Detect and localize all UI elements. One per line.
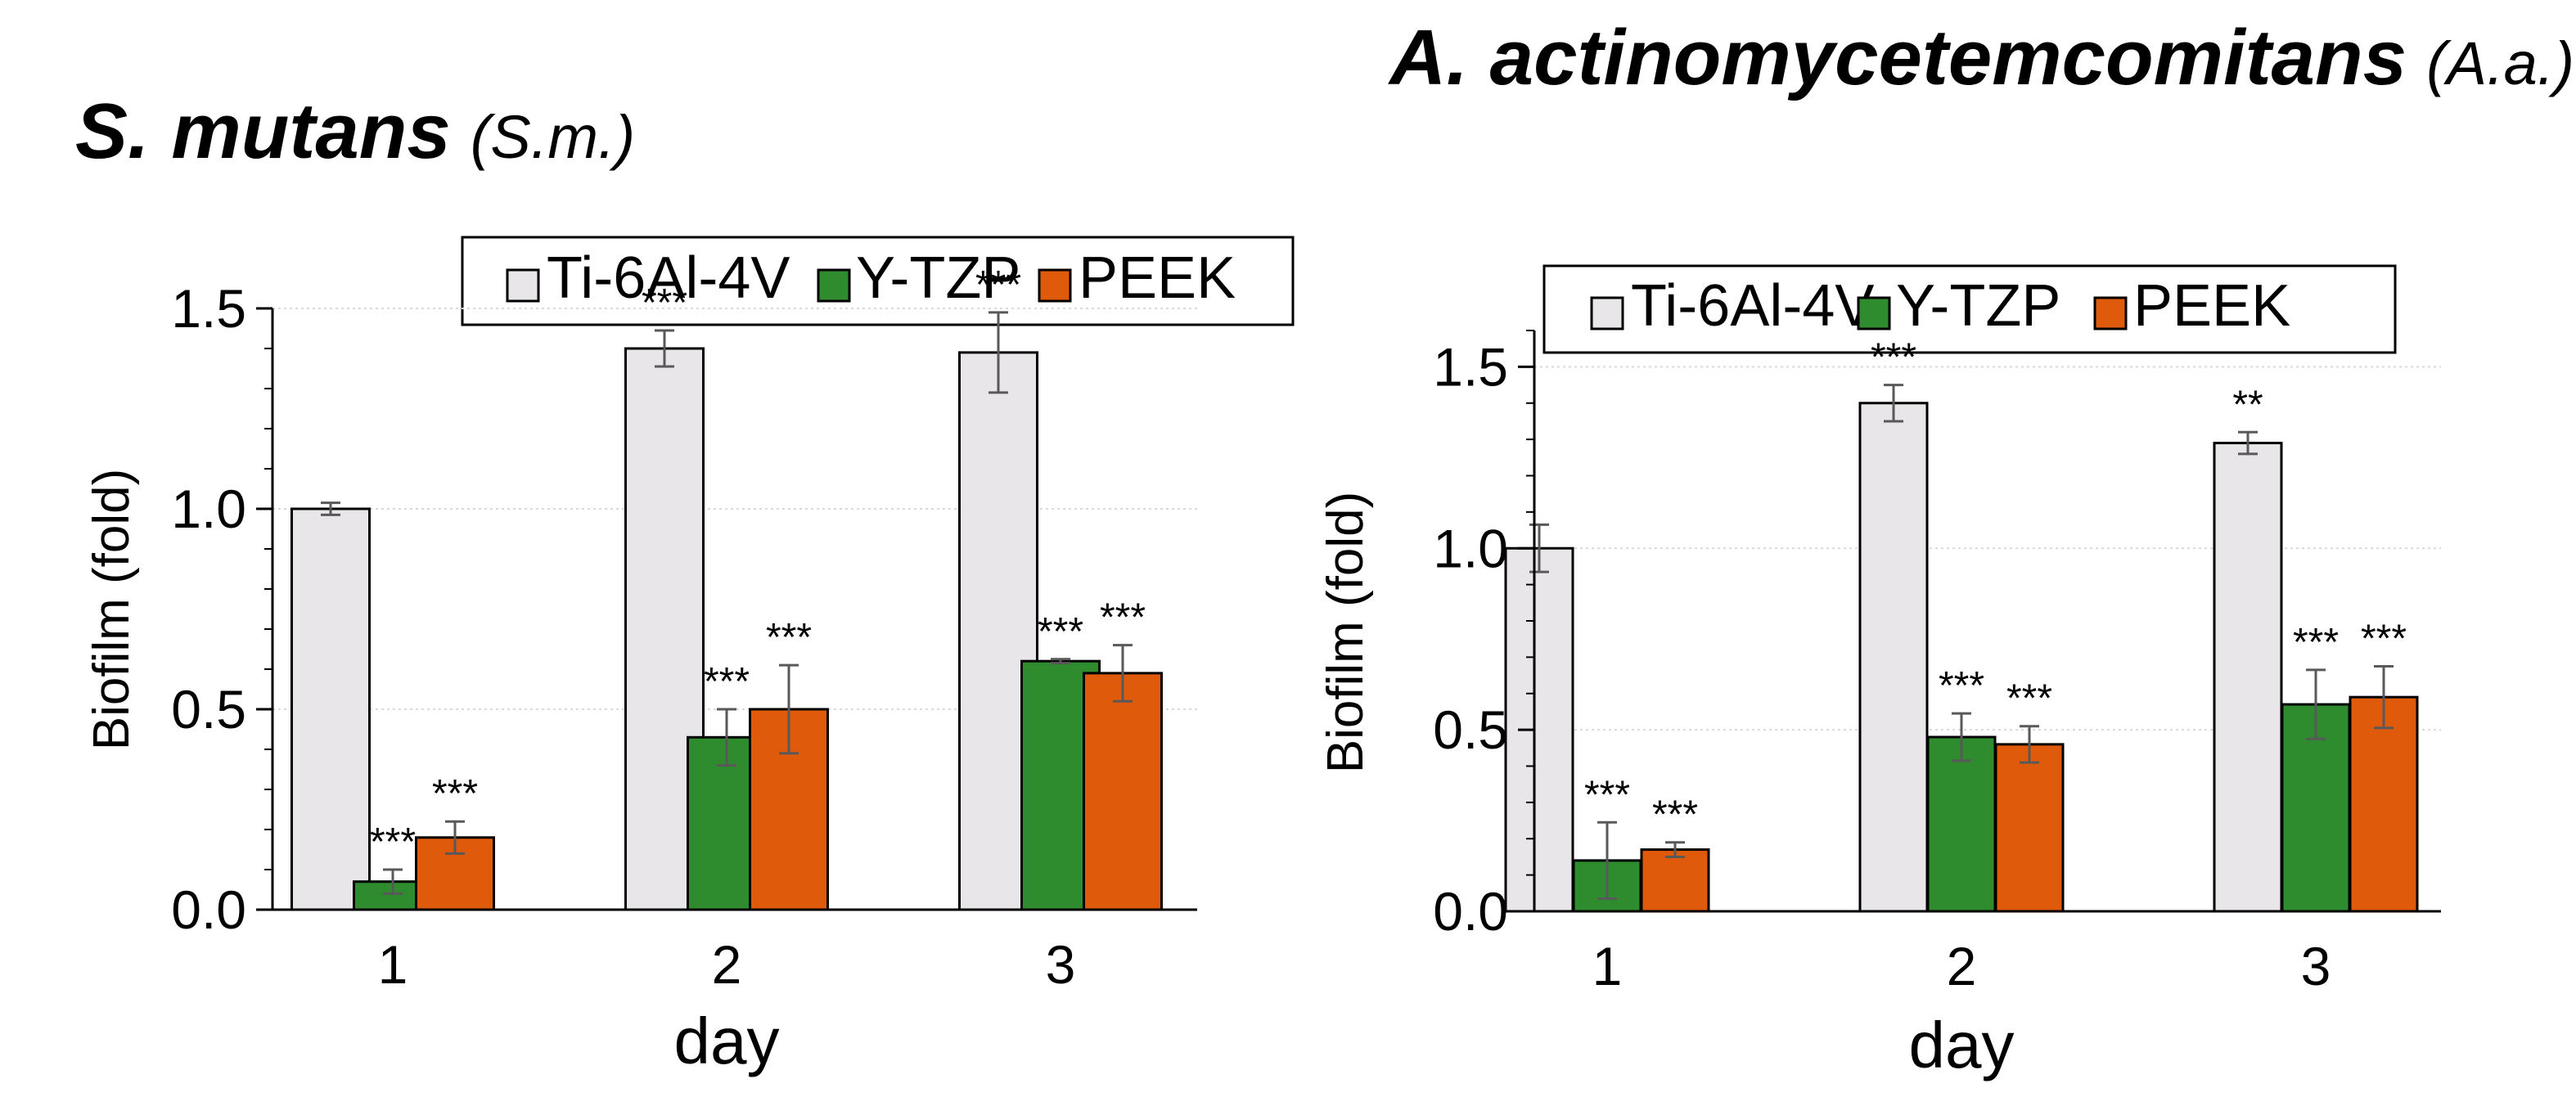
significance-marker: *** [2293, 621, 2339, 664]
legend-swatch [506, 268, 540, 303]
y-tick-label: 0.5 [171, 679, 246, 740]
legend-label: Ti-6Al-4V [1631, 273, 1874, 339]
y-tick-label: 1.5 [171, 278, 246, 339]
x-tick-label: 2 [712, 934, 742, 995]
x-tick-label: 1 [378, 934, 408, 995]
y-tick-label: 0.5 [1433, 699, 1508, 760]
bars: *********************** [1504, 336, 2419, 913]
y-ticks: 0.0 0.5 1.0 1.5 [171, 278, 1197, 940]
significance-marker: *** [2006, 677, 2052, 721]
legend: Ti-6Al-4V Y-TZP PEEK [506, 245, 1236, 311]
panel-a-actinomycetemcomitans: A. actinomycetemcomitans (A.a.) Ti-6Al-4… [1317, 14, 2574, 1081]
significance-marker: *** [1038, 610, 1083, 654]
legend-swatch [2093, 296, 2128, 330]
significance-marker: *** [432, 772, 478, 816]
significance-marker: *** [975, 263, 1021, 307]
bar-y-tzp-day-2 [1926, 735, 1997, 913]
x-axis-label: day [674, 1005, 780, 1077]
y-axis-label: Biofilm (fold) [1317, 492, 1374, 774]
gridlines [1534, 366, 2441, 731]
significance-marker: *** [1100, 596, 1146, 640]
bar-peek-day-2 [1994, 743, 2065, 913]
legend-label: PEEK [1079, 245, 1236, 311]
panel-title-main: S. mutans [75, 88, 451, 175]
x-ticks: 1 2 3 [378, 934, 1076, 995]
significance-marker: *** [370, 821, 416, 864]
significance-marker: *** [1584, 773, 1630, 816]
bar-ti-6al-4v-day-1 [290, 507, 371, 911]
significance-marker: ** [2232, 383, 2263, 426]
legend-swatch [1038, 268, 1072, 303]
panel-s-mutans: S. mutans (S.m.) Ti-6Al-4V Y-TZP PEEK *** *… [75, 88, 1295, 1077]
y-axis-label: Biofilm (fold) [83, 469, 140, 751]
x-ticks: 1 2 3 [1592, 936, 2331, 996]
panel-title: A. actinomycetemcomitans (A.a.) [1388, 14, 2574, 101]
x-tick-label: 3 [2301, 936, 2331, 996]
significance-marker: *** [766, 616, 812, 659]
x-tick-label: 3 [1046, 934, 1076, 995]
bar-peek-day-3 [2349, 695, 2419, 913]
legend-swatch [817, 268, 851, 303]
panel-title-abbr: (S.m.) [471, 103, 635, 171]
x-axis-label: day [1909, 1009, 2015, 1081]
x-tick-label: 2 [1947, 936, 1977, 996]
y-tick-label: 1.5 [1433, 336, 1508, 397]
y-tick-label: 0.0 [1433, 881, 1508, 942]
bar-ti-6al-4v-day-2 [1858, 402, 1929, 913]
y-tick-label: 0.0 [171, 879, 246, 940]
legend-box [1542, 264, 2397, 354]
legend-label: Ti-6Al-4V [547, 245, 790, 311]
significance-marker: *** [1871, 336, 1916, 380]
y-tick-label: 1.0 [171, 479, 246, 539]
bars: *** *** *** *** *** *** *** *** [290, 263, 1163, 911]
legend-swatch [1590, 296, 1624, 330]
y-ticks: 0.0 0.5 1.0 1.5 [1433, 330, 2441, 942]
significance-marker: *** [1652, 794, 1698, 837]
legend-label: Y-TZP [856, 245, 1020, 311]
legend-swatch [1857, 296, 1891, 330]
legend-label: PEEK [2133, 273, 2290, 339]
legend: Ti-6Al-4V Y-TZP PEEK [1590, 273, 2290, 339]
significance-marker: *** [704, 660, 750, 704]
y-tick-label: 1.0 [1433, 518, 1508, 578]
panel-title-main: A. actinomycetemcomitans [1388, 14, 2407, 101]
bar-peek-day-1 [1640, 848, 1710, 913]
significance-marker: *** [2361, 617, 2407, 660]
legend-label: Y-TZP [1896, 273, 2060, 339]
significance-marker: *** [642, 281, 687, 325]
panel-title-abbr: (A.a.) [2426, 29, 2574, 97]
panel-title: S. mutans (S.m.) [75, 88, 635, 175]
bar-peek-day-3 [1083, 672, 1163, 911]
bar-ti-6al-4v-day-1 [1504, 546, 1574, 913]
bar-ti-6al-4v-day-3 [2213, 442, 2283, 913]
significance-marker: *** [1939, 664, 1984, 708]
x-tick-label: 1 [1592, 936, 1623, 996]
legend-box [461, 236, 1295, 326]
